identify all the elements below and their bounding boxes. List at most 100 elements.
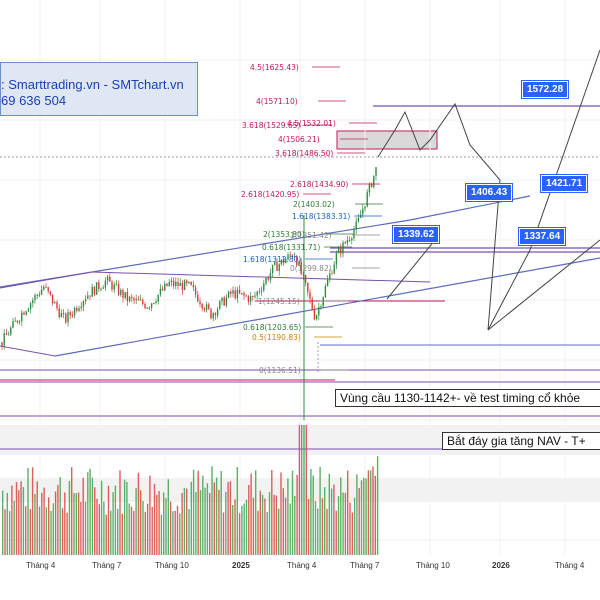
volume-bar [54, 491, 57, 555]
volume-bar [89, 468, 91, 555]
volume-bar [126, 482, 128, 555]
candle-body [71, 315, 74, 316]
volume-bar [202, 475, 204, 555]
candle-body [161, 288, 164, 291]
candle-body [234, 290, 236, 299]
fib-label: 0(1299.82) [290, 264, 332, 273]
candle-body [265, 278, 267, 284]
volume-bar [68, 481, 71, 555]
volume-bar [149, 475, 151, 555]
candle-body [111, 281, 113, 290]
x-tick-7: 2026 [492, 561, 510, 570]
candle-body [3, 333, 5, 346]
candle-body [298, 261, 300, 266]
volume-bar [245, 499, 248, 555]
volume-bar [372, 466, 374, 555]
volume-bar [271, 470, 273, 555]
volume-bar [266, 512, 268, 555]
volume-bar [264, 498, 266, 555]
candle-body [150, 303, 153, 308]
candle-body [214, 313, 217, 316]
candle-body [267, 278, 269, 280]
candle-body [54, 302, 56, 304]
volume-bar [117, 508, 119, 555]
volume-bar [38, 506, 41, 555]
volume-bar [43, 487, 45, 555]
volume-bar [156, 494, 158, 555]
volume-bar [358, 488, 360, 555]
candle-body [216, 309, 219, 316]
candle-body [276, 262, 278, 271]
volume-bar [197, 470, 199, 555]
volume-bar [340, 477, 342, 555]
candle-body [219, 301, 221, 310]
volume-bar [374, 475, 376, 555]
volume-bar [234, 499, 236, 555]
volume-bar [259, 490, 261, 555]
candle-body [375, 167, 377, 176]
candle-body [269, 273, 272, 280]
volume-bar [41, 492, 43, 555]
volume-bar [282, 488, 284, 555]
fib-label: 2.618(1434.90) [290, 180, 348, 189]
volume-bar [342, 492, 344, 555]
volume-bar [121, 513, 123, 555]
candle-body [144, 303, 146, 309]
volume-bar [20, 481, 22, 555]
volume-bar [370, 470, 372, 555]
candle-body [120, 289, 122, 295]
candle-body [172, 280, 175, 286]
fib-levels: 4.5(1625.43) 4(1571.10) 3.618(1529.65)4.5(… [241, 63, 383, 375]
volume-bar [80, 501, 82, 555]
volume-bar [167, 479, 169, 555]
fib-label: 0.618(1331.71) [262, 243, 320, 252]
candle-body [32, 300, 34, 304]
candle-body [243, 293, 245, 296]
candles [1, 167, 377, 420]
volume-bar [312, 475, 314, 555]
candle-body [300, 261, 302, 274]
volume-bar [351, 512, 353, 555]
candle-body [329, 273, 331, 280]
candle-body [285, 259, 287, 264]
candle-body [65, 313, 67, 323]
fib-label: 1.618(1312.80) [243, 255, 301, 264]
candle-body [159, 288, 162, 295]
x-tick-2: Tháng 10 [155, 561, 189, 570]
volume-bar [179, 513, 181, 555]
price-tag-1406: 1406.43 [466, 184, 513, 201]
candle-body [135, 298, 137, 301]
volume-bar [232, 505, 234, 555]
candle-body [29, 303, 32, 310]
candle-body [271, 264, 274, 274]
candle-body [18, 321, 21, 323]
candle-body [56, 302, 58, 309]
volume-bar [192, 469, 195, 555]
fib-label: 4.5(1532.01) [287, 119, 336, 128]
candle-body [14, 320, 16, 322]
volume-bar [222, 512, 225, 555]
horizontal-levels [0, 105, 600, 450]
price-tag-1337: 1337.64 [519, 228, 566, 245]
fib-label: 4.5(1625.43) [250, 63, 299, 72]
volume-bar [333, 484, 335, 555]
candle-body [247, 296, 250, 302]
candle-body [212, 313, 214, 319]
candle-body [245, 295, 247, 297]
candle-body [175, 281, 177, 286]
candle-body [183, 280, 186, 290]
candle-body [1, 342, 3, 346]
price-tag-1339: 1339.62 [393, 226, 440, 243]
candle-body [168, 282, 170, 286]
volume-bar [160, 514, 163, 555]
volume-bar [252, 497, 255, 555]
volume-bar [71, 467, 73, 555]
candle-body [221, 297, 223, 302]
candle-body [368, 183, 371, 193]
candle-body [153, 303, 155, 304]
candle-body [62, 313, 65, 315]
volume-bar [335, 510, 337, 555]
volume-bar [91, 477, 94, 555]
candle-body [12, 321, 14, 328]
volume-bar [52, 503, 54, 555]
